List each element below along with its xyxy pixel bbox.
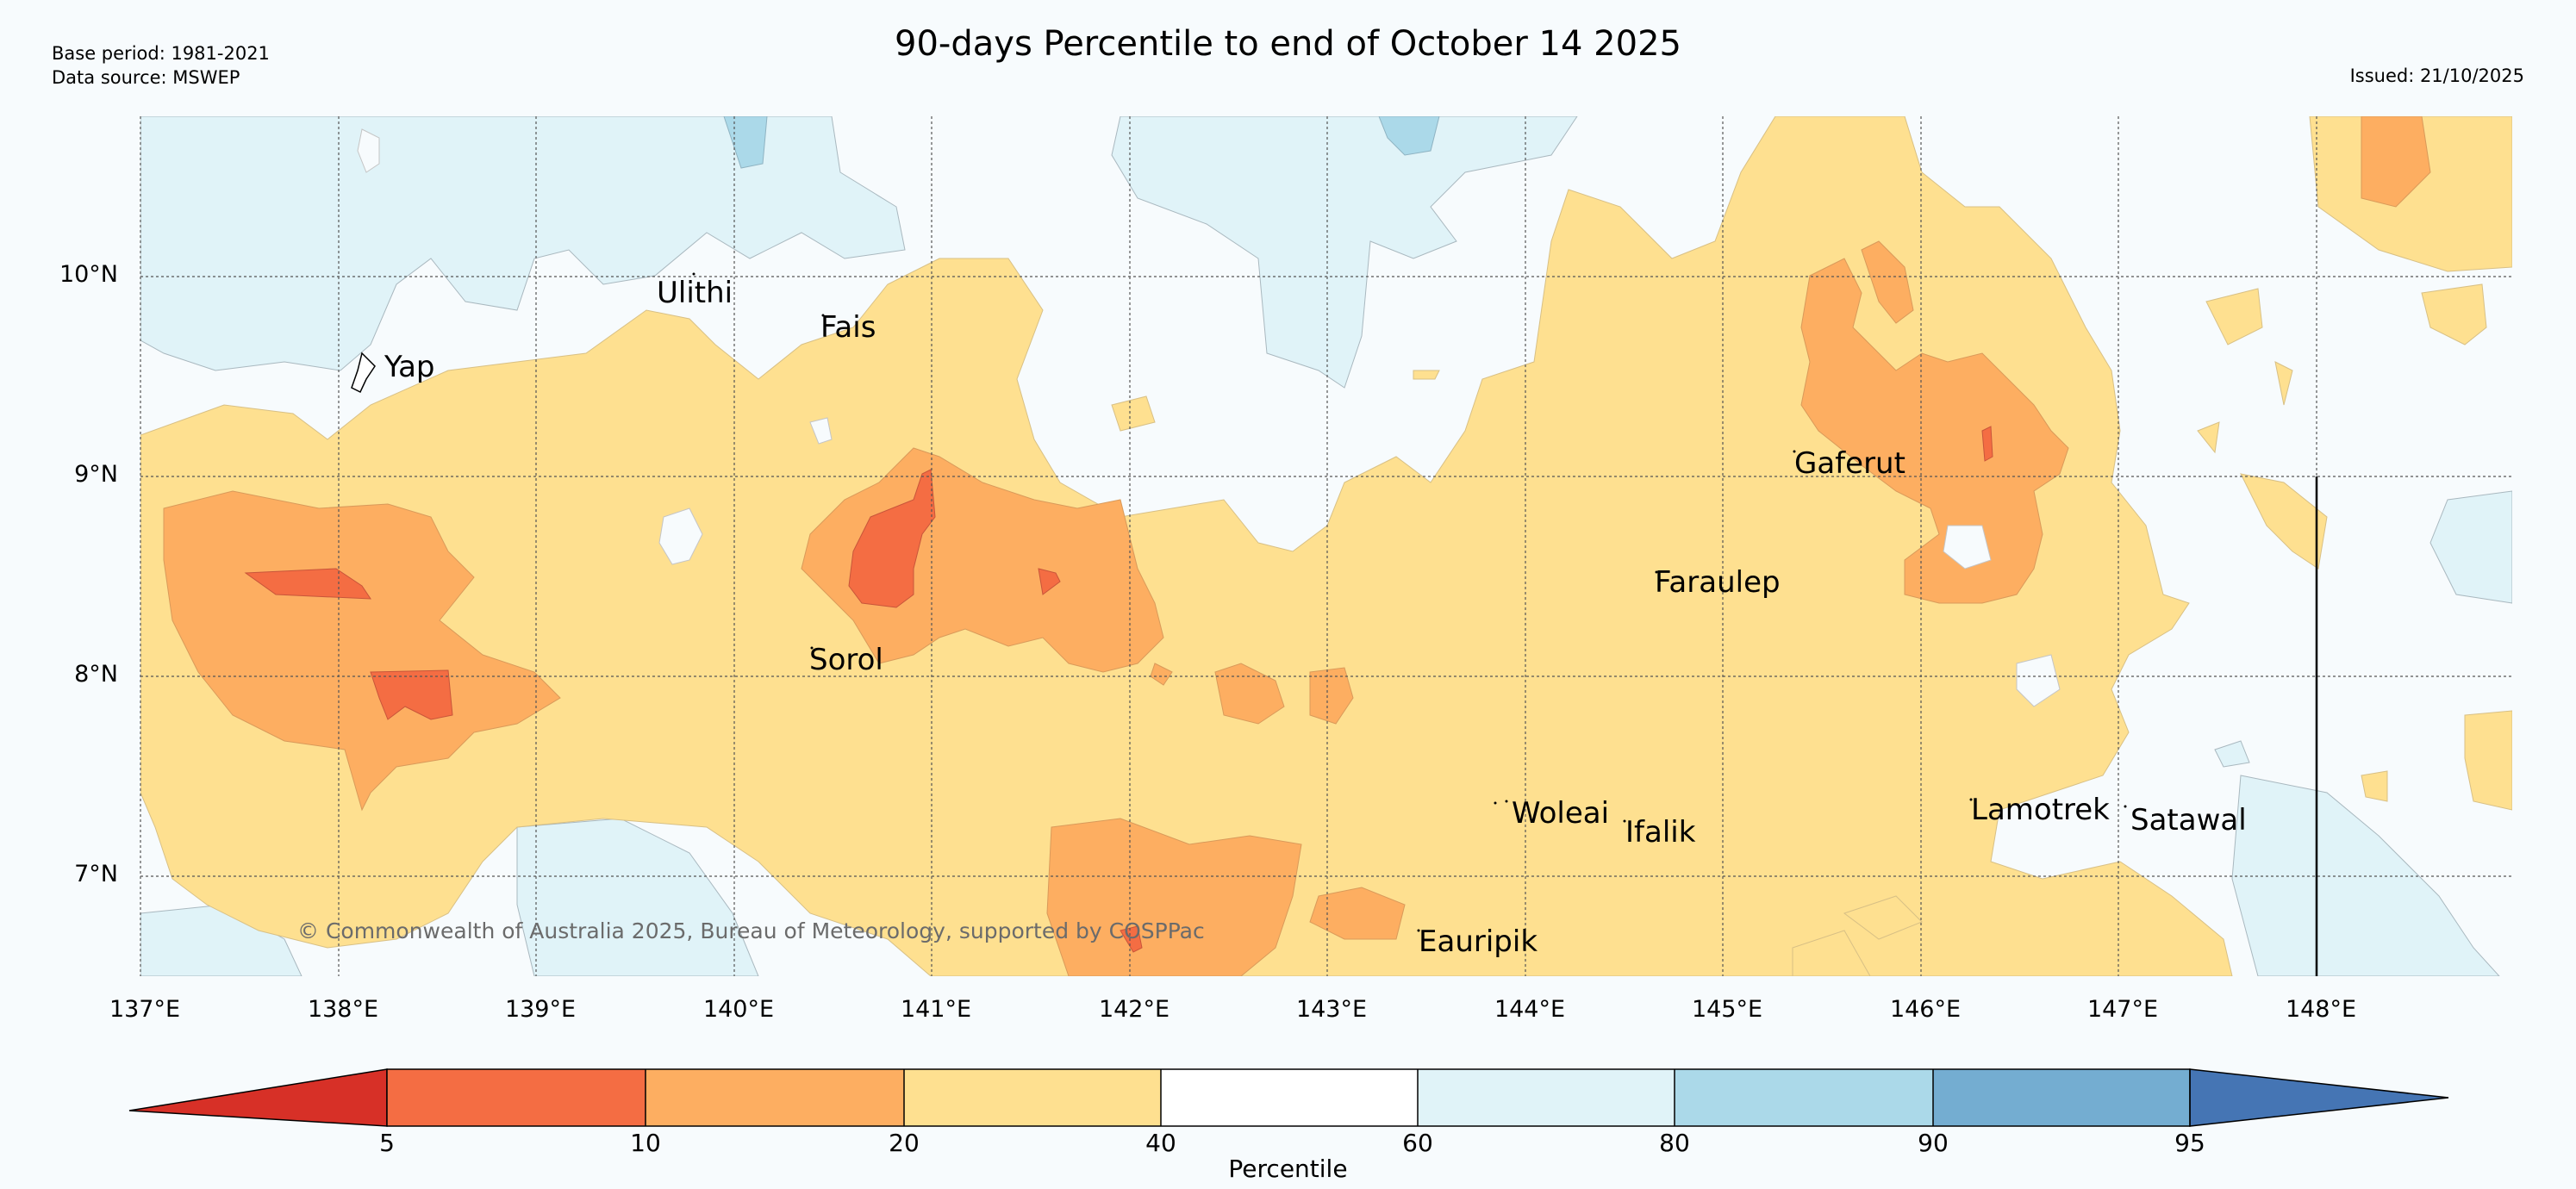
place-label-yap: Yap: [384, 350, 435, 384]
place-label-satawal: Satawal: [2130, 803, 2247, 837]
place-label-lamotrek: Lamotrek: [1971, 793, 2110, 827]
island-shapes: [351, 352, 376, 394]
place-label-gaferut: Gaferut: [1794, 446, 1905, 481]
lon-label-142e: 142°E: [1098, 996, 1170, 1023]
lon-label-137e: 137°E: [109, 996, 181, 1023]
place-label-ifalik: Ifalik: [1625, 815, 1696, 850]
data-source-text: Data source: MSWEP: [52, 67, 240, 88]
colorbar-tick-90: 90: [1918, 1129, 1949, 1157]
colorbar-tick-10: 10: [630, 1129, 661, 1157]
lat-label-7n: 7°N: [74, 861, 118, 887]
lon-label-148e: 148°E: [2285, 996, 2357, 1023]
map-title: 90-days Percentile to end of October 14 …: [895, 24, 1681, 64]
lat-label-10n: 10°N: [59, 261, 118, 288]
island-dots: [692, 272, 2127, 932]
lon-label-144e: 144°E: [1494, 996, 1566, 1023]
colorbar-label: Percentile: [1228, 1155, 1348, 1183]
lon-label-145e: 145°E: [1691, 996, 1763, 1023]
lon-label-141e: 141°E: [900, 996, 972, 1023]
base-period-text: Base period: 1981-2021: [52, 43, 270, 64]
colorbar-tick-5: 5: [379, 1129, 395, 1157]
percentile-field: [140, 116, 2512, 976]
lon-label-146e: 146°E: [1889, 996, 1962, 1023]
colorbar-tick-40: 40: [1145, 1129, 1176, 1157]
lon-label-138e: 138°E: [307, 996, 379, 1023]
header-left: Base period: 1981-2021 Data source: MSWE…: [52, 41, 270, 90]
lat-label-9n: 9°N: [74, 461, 118, 488]
place-label-ulithi: Ulithi: [657, 276, 733, 310]
place-label-faraulep: Faraulep: [1655, 565, 1781, 600]
colorbar: [128, 1068, 2449, 1127]
colorbar-tick-20: 20: [889, 1129, 920, 1157]
issued-date: Issued: 21/10/2025: [2349, 65, 2524, 86]
lon-label-143e: 143°E: [1295, 996, 1368, 1023]
colorbar-tick-95: 95: [2174, 1129, 2205, 1157]
place-label-woleai: Woleai: [1512, 796, 1610, 831]
lon-label-139e: 139°E: [504, 996, 577, 1023]
lon-label-147e: 147°E: [2086, 996, 2159, 1023]
place-label-eauripik: Eauripik: [1419, 924, 1538, 959]
copyright-notice: © Commonwealth of Australia 2025, Bureau…: [297, 918, 1205, 943]
lat-label-8n: 8°N: [74, 661, 118, 688]
place-label-fais: Fais: [820, 310, 876, 345]
colorbar-tick-80: 80: [1659, 1129, 1690, 1157]
place-label-sorol: Sorol: [809, 643, 883, 677]
colorbar-tick-60: 60: [1402, 1129, 1433, 1157]
lon-label-140e: 140°E: [702, 996, 775, 1023]
